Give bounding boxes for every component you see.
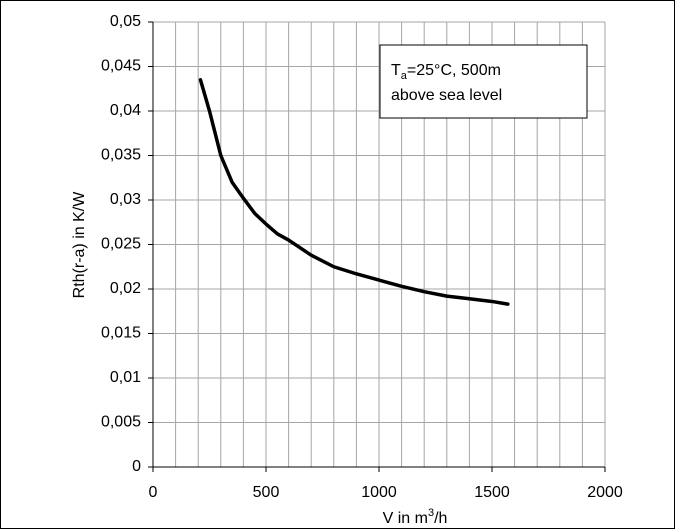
- y-tick-label: 0: [132, 458, 141, 475]
- data-line: [198, 78, 510, 306]
- y-tick-label: 0,03: [110, 191, 141, 208]
- y-axis-label: Rth(r-a) in K/W: [71, 191, 88, 299]
- x-tick-label: 500: [253, 484, 280, 501]
- annotation-part: =25°C, 500m: [407, 62, 501, 79]
- y-tick-label: 0,04: [110, 102, 141, 119]
- x-label-sup: 3: [428, 507, 434, 519]
- x-tick-label: 2000: [587, 484, 623, 501]
- annotation-part: T: [391, 62, 401, 79]
- x-label-part: /h: [434, 510, 447, 527]
- x-tick-label: 1000: [361, 484, 397, 501]
- annotation-sub: a: [401, 70, 408, 82]
- y-tick-label: 0,05: [110, 13, 141, 30]
- x-axis-label: V in m3/h: [383, 507, 448, 527]
- y-tick-label: 0,035: [101, 147, 141, 164]
- y-tick-label: 0,025: [101, 236, 141, 253]
- annotation-box: [379, 44, 588, 119]
- y-tick-label: 0,02: [110, 280, 141, 297]
- x-tick-label: 0: [149, 484, 158, 501]
- x-tick-label: 1500: [474, 484, 510, 501]
- y-tick-label: 0,01: [110, 369, 141, 386]
- y-tick-label: 0,015: [101, 325, 141, 342]
- y-tick-label: 0,045: [101, 58, 141, 75]
- annotation: Ta=25°C, 500m: [391, 62, 501, 82]
- annotation: above sea level: [391, 87, 502, 104]
- x-label-part: V in m: [383, 510, 428, 527]
- y-tick-label: 0,005: [101, 414, 141, 431]
